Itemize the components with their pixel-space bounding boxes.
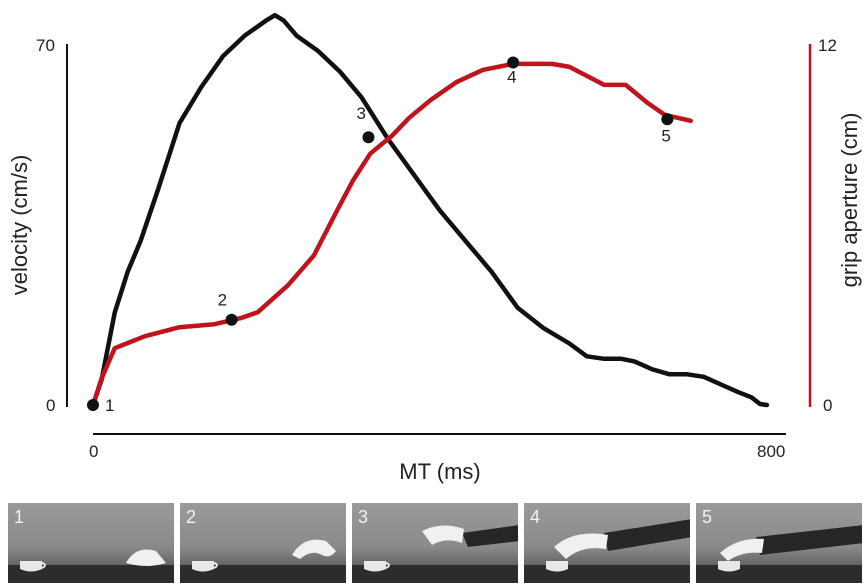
grip-aperture-line — [90, 61, 693, 408]
y2-axis-title: grip aperture (cm) — [837, 113, 862, 288]
marker-point-4 — [507, 56, 520, 69]
x-tick-end: 800 — [757, 442, 785, 461]
frame-number: 4 — [530, 507, 541, 527]
marker-point-3 — [362, 131, 375, 144]
marker-point-1 — [87, 399, 99, 411]
marker-label-1: 1 — [105, 396, 114, 415]
marker-label-2: 2 — [218, 291, 227, 310]
frame-3-scene — [352, 525, 518, 583]
video-frame-3: 3 — [352, 503, 518, 583]
video-frame-4: 4 — [524, 503, 690, 583]
frame-number: 2 — [186, 507, 197, 527]
y-tick-bottom: 0 — [46, 396, 55, 415]
y2-tick-top: 12 — [818, 36, 837, 55]
marker-label-5: 5 — [661, 126, 670, 145]
frame-number: 5 — [702, 507, 713, 527]
frame-number: 1 — [14, 507, 25, 527]
frame-1-scene — [8, 549, 174, 583]
velocity-line — [90, 12, 770, 408]
x-axis-title: MT (ms) — [399, 459, 480, 484]
y-axis-title: velocity (cm/s) — [7, 155, 32, 296]
marker-label-4: 4 — [507, 67, 516, 86]
frame-2-scene — [180, 539, 346, 583]
frame-5-scene — [696, 525, 862, 583]
x-tick-start: 0 — [89, 442, 98, 461]
marker-label-3: 3 — [356, 104, 365, 123]
marker-point-5 — [661, 113, 674, 126]
frame-4-scene — [524, 519, 690, 583]
marker-point-2 — [225, 313, 238, 326]
video-frame-1: 1 — [8, 503, 174, 583]
video-frame-2: 2 — [180, 503, 346, 583]
y2-tick-bottom: 0 — [823, 396, 832, 415]
y-tick-top: 70 — [36, 36, 55, 55]
video-frames-strip: 1 2 3 4 — [8, 503, 868, 583]
video-frame-5: 5 — [696, 503, 862, 583]
chart-area: 70 0 12 0 0 800 MT (ms) velocity (cm/s) … — [7, 12, 862, 484]
frame-number: 3 — [358, 507, 369, 527]
